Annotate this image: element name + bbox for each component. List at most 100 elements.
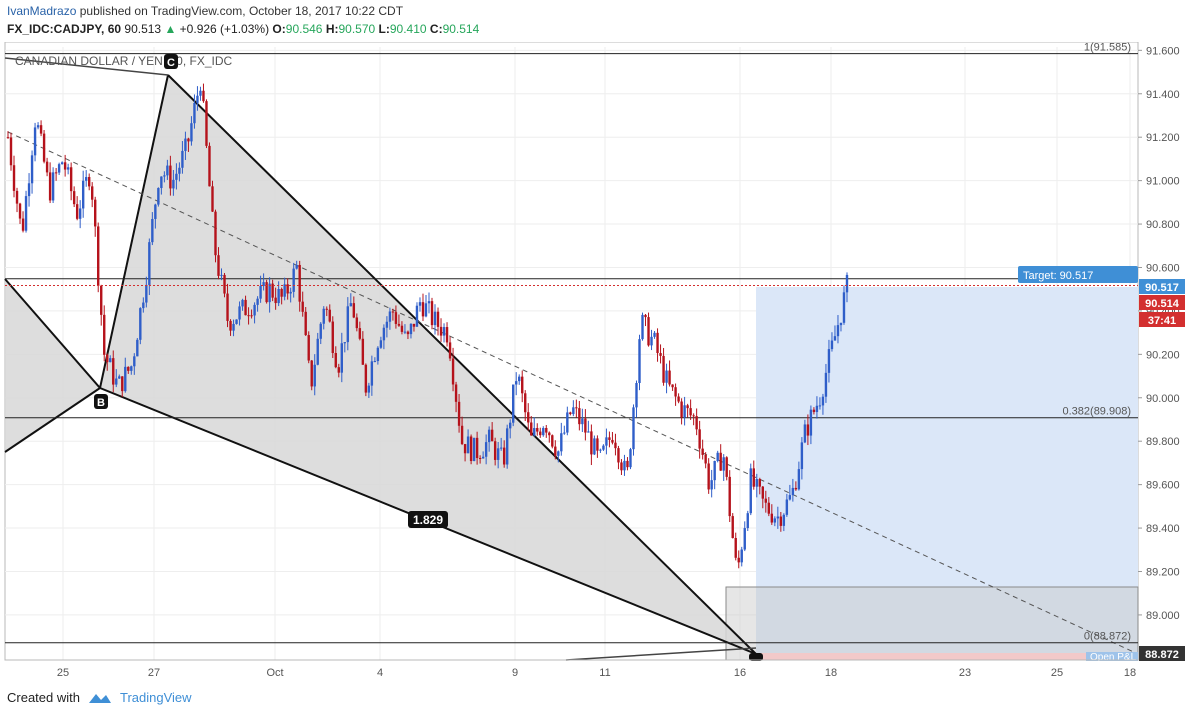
candle-body (385, 321, 389, 328)
candle-body (779, 516, 783, 526)
candle-body (265, 282, 268, 303)
candle-body (253, 304, 256, 316)
candle-body (121, 376, 124, 392)
candle-body (196, 95, 199, 103)
candle-body (457, 401, 461, 426)
candle-body (268, 283, 271, 303)
price-tick-label: 91.000 (1146, 176, 1180, 188)
candle-body (448, 342, 452, 359)
candle-body (758, 479, 761, 487)
high-label: H: (325, 22, 339, 36)
candle-body (115, 378, 118, 385)
candle-body (770, 513, 774, 523)
tradingview-link[interactable]: TradingView (119, 690, 192, 705)
pattern-leg-xc (4, 57, 169, 76)
candle-body (608, 437, 611, 440)
time-tick-label: 25 (1051, 667, 1063, 679)
candle-body (370, 361, 374, 386)
price-chart[interactable]: 1(91.585)0.618(90.548)0.382(89.908)0(88.… (0, 42, 1191, 685)
candle-body (593, 438, 596, 455)
entry-zone-box (725, 586, 1139, 661)
candle-body (695, 416, 698, 430)
candle-body (743, 528, 746, 550)
target-badge: Target: 90.517 (1018, 266, 1138, 283)
candle-body (220, 274, 223, 276)
candle-body (463, 444, 467, 454)
candle-body (647, 317, 650, 346)
candle-body (698, 429, 701, 449)
candle-body (241, 299, 244, 307)
candle-body (361, 338, 365, 365)
candle-body (590, 431, 593, 455)
candle-body (78, 208, 82, 219)
candle-body (133, 356, 136, 367)
candle-body (199, 90, 202, 96)
candle-body (725, 457, 728, 477)
point-d-marker (749, 653, 763, 661)
candle-body (145, 284, 148, 303)
candle-body (548, 432, 551, 436)
candle-body (518, 376, 521, 382)
target-price-badge: 90.517 (1139, 279, 1185, 294)
candle-body (575, 407, 578, 409)
target-label: Target: 90.517 (1023, 270, 1093, 282)
candle-body (493, 441, 497, 460)
time-axis[interactable]: 25 27 Oct 4 9 11 16 18 23 25 18 (57, 667, 1136, 679)
point-b-marker: B (94, 394, 108, 409)
candle-body (490, 429, 494, 442)
candle-body (175, 173, 178, 180)
created-with-text: Created with (7, 690, 80, 705)
candle-body (301, 301, 304, 312)
level0-price-text: 88.872 (1145, 649, 1179, 661)
candle-body (124, 366, 127, 392)
candle-body (635, 383, 638, 408)
candle-body (773, 518, 777, 523)
candle-body (746, 513, 749, 529)
candle-body (187, 138, 190, 142)
candle-body (15, 190, 19, 204)
candle-body (415, 305, 419, 327)
time-tick-label: 27 (148, 667, 160, 679)
candle-body (599, 449, 602, 451)
candle-body (614, 442, 617, 449)
candle-body (157, 188, 160, 205)
candle-body (466, 436, 470, 454)
candle-body (569, 412, 572, 415)
ratio-badge: 1.829 (408, 511, 448, 528)
candle-body (815, 405, 819, 413)
candle-body (391, 311, 395, 313)
time-tick-label: 9 (512, 667, 518, 679)
candle-body (238, 306, 241, 320)
candle-body (740, 549, 743, 563)
current-price-badge: 90.514 (1139, 295, 1185, 310)
candle-body (343, 342, 346, 344)
candle-body (262, 282, 265, 287)
candle-body (127, 366, 130, 371)
candle-body (617, 448, 620, 463)
candle-body (596, 438, 599, 451)
time-tick-label: 18 (825, 667, 837, 679)
countdown-text: 37:41 (1148, 315, 1176, 327)
candle-body (154, 204, 157, 219)
price-tick-label: 91.400 (1146, 89, 1180, 101)
candle-body (6, 137, 10, 139)
candle-body (337, 367, 340, 373)
candle-body (527, 412, 530, 423)
candle-body (442, 327, 446, 336)
chart-header: IvanMadrazo published on TradingView.com… (0, 0, 1191, 42)
candle-body (328, 309, 331, 322)
candle-body (764, 498, 767, 503)
price-axis[interactable]: 91.60091.40091.20091.00090.80090.60090.4… (1138, 45, 1180, 622)
candle-body (151, 218, 154, 243)
candle-body (833, 336, 837, 341)
candle-body (797, 469, 801, 490)
author-link[interactable]: IvanMadrazo (7, 4, 77, 18)
candle-body (785, 499, 789, 515)
candle-body (403, 331, 407, 333)
candle-body (316, 338, 319, 365)
candle-body (388, 311, 392, 322)
candle-body (776, 516, 780, 519)
candle-body (812, 409, 816, 413)
candle-body (436, 311, 440, 327)
candle-body (836, 325, 840, 337)
